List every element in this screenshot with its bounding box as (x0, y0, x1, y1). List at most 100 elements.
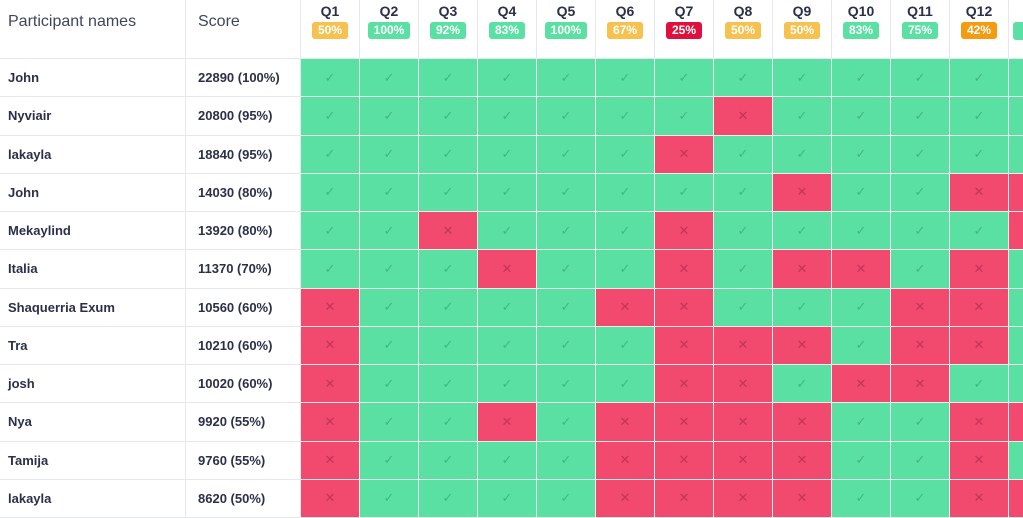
answer-cell-q2[interactable]: ✓ (360, 479, 419, 518)
answer-cell-q10[interactable]: ✓ (832, 97, 891, 136)
answer-cell-q1[interactable]: ✕ (301, 441, 360, 480)
answer-cell-q5[interactable]: ✓ (537, 135, 596, 174)
answer-cell-q9[interactable]: ✕ (773, 441, 832, 480)
answer-cell-q1[interactable]: ✓ (301, 135, 360, 174)
answer-cell-q3[interactable]: ✓ (419, 403, 478, 442)
answer-cell-q6[interactable]: ✓ (596, 326, 655, 365)
answer-cell-q7[interactable]: ✓ (655, 173, 714, 212)
answer-cell-q5[interactable]: ✓ (537, 403, 596, 442)
answer-cell-q7[interactable]: ✕ (655, 288, 714, 327)
answer-cell-q6[interactable]: ✓ (596, 173, 655, 212)
answer-cell-q1[interactable]: ✓ (301, 250, 360, 289)
answer-cell-q10[interactable]: ✓ (832, 403, 891, 442)
answer-cell-q3[interactable]: ✓ (419, 441, 478, 480)
participant-name[interactable]: lakayla (0, 479, 186, 518)
answer-cell-q4[interactable]: ✓ (478, 365, 537, 404)
participant-name[interactable]: Tra (0, 326, 186, 365)
answer-cell-q7[interactable]: ✓ (655, 97, 714, 136)
participant-name[interactable]: Tamija (0, 441, 186, 480)
answer-cell-q3[interactable]: ✓ (419, 365, 478, 404)
answer-cell-q8[interactable]: ✕ (714, 326, 773, 365)
answer-cell-q1[interactable]: ✕ (301, 288, 360, 327)
question-header-6[interactable]: Q6 67% (596, 0, 655, 59)
answer-cell-q9[interactable]: ✕ (773, 479, 832, 518)
question-header-10[interactable]: Q10 83% (832, 0, 891, 59)
participant-name[interactable]: josh (0, 365, 186, 404)
answer-cell-q9[interactable]: ✓ (773, 212, 832, 251)
answer-cell-q2[interactable]: ✓ (360, 212, 419, 251)
answer-cell-q8[interactable]: ✕ (714, 441, 773, 480)
answer-cell-q10[interactable]: ✓ (832, 479, 891, 518)
answer-cell-q6[interactable]: ✕ (596, 441, 655, 480)
question-header-2[interactable]: Q2 100% (360, 0, 419, 59)
participant-name[interactable]: John (0, 59, 186, 98)
answer-cell-q6[interactable]: ✕ (596, 288, 655, 327)
participant-name[interactable]: Italia (0, 250, 186, 289)
answer-cell-q11[interactable]: ✓ (891, 212, 950, 251)
answer-cell-q10[interactable]: ✓ (832, 212, 891, 251)
answer-cell-q12[interactable]: ✕ (950, 403, 1009, 442)
answer-cell-q3[interactable]: ✕ (419, 212, 478, 251)
participant-name[interactable]: Nyviair (0, 97, 186, 136)
answer-cell-q1[interactable]: ✓ (301, 173, 360, 212)
answer-cell-q7[interactable]: ✕ (655, 326, 714, 365)
answer-cell-q8[interactable]: ✓ (714, 288, 773, 327)
answer-cell-q4[interactable]: ✕ (478, 250, 537, 289)
answer-cell-q12[interactable]: ✕ (950, 326, 1009, 365)
answer-cell-q5[interactable]: ✓ (537, 365, 596, 404)
answer-cell-q8[interactable]: ✕ (714, 97, 773, 136)
answer-cell-q4[interactable]: ✓ (478, 441, 537, 480)
answer-cell-q4[interactable]: ✓ (478, 135, 537, 174)
answer-cell-q3[interactable]: ✓ (419, 250, 478, 289)
answer-cell-q5[interactable]: ✓ (537, 441, 596, 480)
answer-cell-q2[interactable]: ✓ (360, 403, 419, 442)
score-header[interactable]: Score (186, 0, 301, 59)
answer-cell-q9[interactable]: ✓ (773, 59, 832, 98)
answer-cell-q10[interactable]: ✓ (832, 173, 891, 212)
answer-cell-q3[interactable]: ✓ (419, 173, 478, 212)
answer-cell-q3[interactable]: ✓ (419, 135, 478, 174)
answer-cell-q1[interactable]: ✕ (301, 479, 360, 518)
answer-cell-q9[interactable]: ✓ (773, 365, 832, 404)
answer-cell-q11[interactable]: ✓ (891, 59, 950, 98)
answer-cell-q10[interactable]: ✓ (832, 59, 891, 98)
answer-cell-q6[interactable]: ✓ (596, 250, 655, 289)
answer-cell-q12[interactable]: ✕ (950, 441, 1009, 480)
answer-cell-q9[interactable]: ✕ (773, 173, 832, 212)
answer-cell-q5[interactable]: ✓ (537, 288, 596, 327)
answer-cell-q3[interactable]: ✓ (419, 479, 478, 518)
answer-cell-q6[interactable]: ✕ (596, 479, 655, 518)
answer-cell-q4[interactable]: ✓ (478, 173, 537, 212)
answer-cell-q10[interactable]: ✓ (832, 135, 891, 174)
answer-cell-q3[interactable]: ✓ (419, 288, 478, 327)
answer-cell-q6[interactable]: ✓ (596, 59, 655, 98)
answer-cell-q1[interactable]: ✓ (301, 59, 360, 98)
answer-cell-q2[interactable]: ✓ (360, 250, 419, 289)
answer-cell-q11[interactable]: ✓ (891, 441, 950, 480)
participant-name[interactable]: Nya (0, 403, 186, 442)
answer-cell-q5[interactable]: ✓ (537, 326, 596, 365)
answer-cell-q6[interactable]: ✓ (596, 212, 655, 251)
question-header-4[interactable]: Q4 83% (478, 0, 537, 59)
answer-cell-q11[interactable]: ✓ (891, 479, 950, 518)
answer-cell-q5[interactable]: ✓ (537, 59, 596, 98)
question-header-11[interactable]: Q11 75% (891, 0, 950, 59)
answer-cell-q4[interactable]: ✓ (478, 479, 537, 518)
answer-cell-q12[interactable]: ✕ (950, 288, 1009, 327)
answer-cell-q11[interactable]: ✓ (891, 403, 950, 442)
answer-cell-q6[interactable]: ✓ (596, 97, 655, 136)
answer-cell-q8[interactable]: ✕ (714, 365, 773, 404)
answer-cell-q9[interactable]: ✕ (773, 326, 832, 365)
answer-cell-q6[interactable]: ✓ (596, 365, 655, 404)
question-header-9[interactable]: Q9 50% (773, 0, 832, 59)
question-header-1[interactable]: Q1 50% (301, 0, 360, 59)
answer-cell-q9[interactable]: ✓ (773, 97, 832, 136)
answer-cell-q4[interactable]: ✕ (478, 403, 537, 442)
answer-cell-q7[interactable]: ✕ (655, 479, 714, 518)
answer-cell-q7[interactable]: ✕ (655, 250, 714, 289)
answer-cell-q4[interactable]: ✓ (478, 212, 537, 251)
question-header-5[interactable]: Q5 100% (537, 0, 596, 59)
answer-cell-q12[interactable]: ✓ (950, 365, 1009, 404)
participant-name[interactable]: lakayla (0, 135, 186, 174)
answer-cell-q2[interactable]: ✓ (360, 135, 419, 174)
